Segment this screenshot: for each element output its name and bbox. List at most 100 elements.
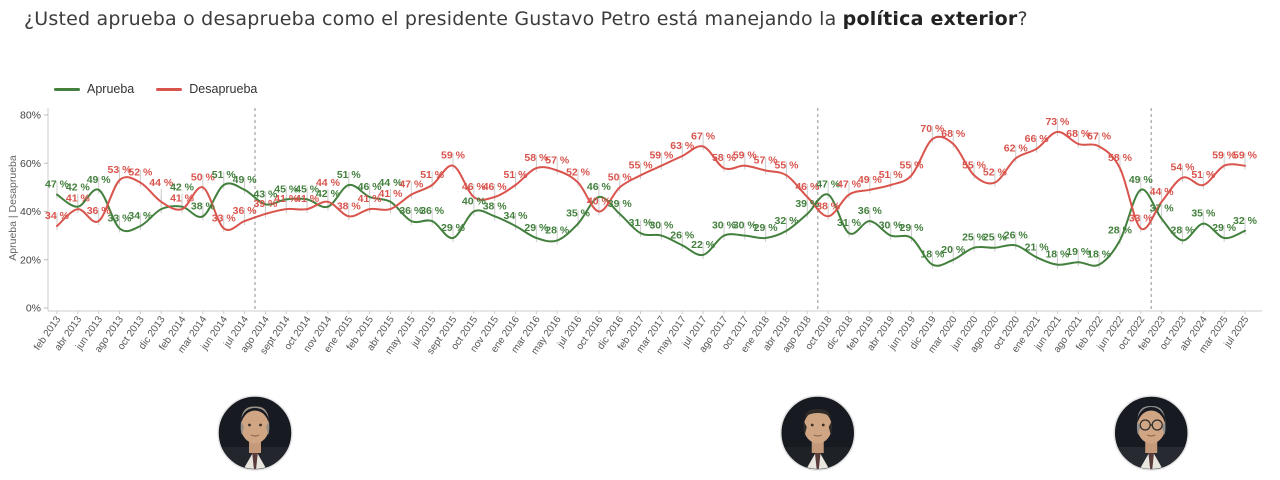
desaprueba-point-label: 57 % <box>754 154 779 166</box>
desaprueba-point-label: 50 % <box>608 171 633 183</box>
aprueba-point-label: 30 % <box>649 220 674 232</box>
desaprueba-point-label: 51 % <box>879 169 904 181</box>
aprueba-point-label: 28 % <box>545 224 570 236</box>
aprueba-point-label: 28 % <box>1108 224 1133 236</box>
aprueba-point-label: 34 % <box>504 210 529 222</box>
y-tick-label: 80% <box>20 110 41 122</box>
desaprueba-line-swatch <box>156 87 183 91</box>
aprueba-point-label: 35 % <box>566 208 591 220</box>
aprueba-point-label: 49 % <box>1129 174 1154 186</box>
aprueba-point-label: 47 % <box>45 179 70 191</box>
aprueba-point-label: 42 % <box>316 188 341 200</box>
desaprueba-point-label: 55 % <box>900 159 925 171</box>
desaprueba-point-label: 36 % <box>233 205 258 217</box>
desaprueba-point-label: 59 % <box>1233 150 1258 162</box>
aprueba-point-label: 38 % <box>483 200 508 212</box>
aprueba-point-label: 49 % <box>87 174 112 186</box>
desaprueba-point-label: 67 % <box>691 130 716 142</box>
desaprueba-point-label: 55 % <box>775 159 800 171</box>
aprueba-point-label: 37 % <box>1150 203 1175 215</box>
desaprueba-point-label: 58 % <box>1108 152 1133 164</box>
aprueba-point-label: 30 % <box>712 220 737 232</box>
desaprueba-point-label: 52 % <box>128 167 153 179</box>
aprueba-point-label: 47 % <box>816 179 841 191</box>
desaprueba-point-label: 38 % <box>337 200 362 212</box>
desaprueba-point-label: 53 % <box>108 164 133 176</box>
desaprueba-point-label: 44 % <box>1150 186 1175 198</box>
desaprueba-point-label: 47 % <box>399 179 424 191</box>
desaprueba-point-label: 44 % <box>149 177 174 189</box>
desaprueba-point-label: 68 % <box>941 128 966 140</box>
aprueba-point-label: 36 % <box>858 205 883 217</box>
desaprueba-point-label: 39 % <box>253 198 278 210</box>
desaprueba-point-label: 34 % <box>45 210 70 222</box>
desaprueba-point-label: 49 % <box>858 174 883 186</box>
president-photo-duque <box>779 395 856 471</box>
aprueba-point-label: 22 % <box>691 239 716 251</box>
aprueba-point-label: 18 % <box>1045 249 1070 261</box>
aprueba-point-label: 29 % <box>524 222 549 234</box>
desaprueba-point-label: 59 % <box>441 150 466 162</box>
y-tick-label: 20% <box>20 254 41 266</box>
desaprueba-point-label: 54 % <box>1171 162 1196 174</box>
desaprueba-point-label: 51 % <box>1191 169 1216 181</box>
aprueba-point-label: 30 % <box>879 220 904 232</box>
aprueba-point-label: 32 % <box>775 215 800 227</box>
aprueba-point-label: 51 % <box>212 169 237 181</box>
aprueba-point-label: 26 % <box>670 229 695 241</box>
aprueba-point-label: 35 % <box>1191 208 1216 220</box>
desaprueba-point-label: 59 % <box>733 150 758 162</box>
aprueba-point-label: 29 % <box>441 222 466 234</box>
aprueba-point-label: 44 % <box>379 177 404 189</box>
aprueba-point-label: 33 % <box>108 212 133 224</box>
aprueba-point-label: 36 % <box>399 205 424 217</box>
y-tick-label: 40% <box>20 206 41 218</box>
aprueba-point-label: 46 % <box>587 181 612 193</box>
desaprueba-point-label: 44 % <box>316 177 341 189</box>
aprueba-point-label: 51 % <box>337 169 362 181</box>
desaprueba-point-label: 66 % <box>1025 133 1050 145</box>
aprueba-point-label: 45 % <box>274 183 299 195</box>
y-tick-label: 60% <box>20 158 41 170</box>
desaprueba-point-label: 46 % <box>483 181 508 193</box>
chart-title-prefix: ¿Usted aprueba o desaprueba como el pres… <box>24 8 843 30</box>
desaprueba-point-label: 41 % <box>379 188 404 200</box>
desaprueba-point-label: 58 % <box>524 152 549 164</box>
aprueba-point-label: 46 % <box>358 181 383 193</box>
aprueba-point-label: 36 % <box>420 205 445 217</box>
aprueba-line <box>56 182 1246 267</box>
desaprueba-point-label: 38 % <box>816 200 841 212</box>
desaprueba-point-label: 51 % <box>420 169 445 181</box>
y-tick-label: 0% <box>26 303 41 315</box>
desaprueba-point-label: 47 % <box>837 179 862 191</box>
desaprueba-point-label: 67 % <box>1087 130 1112 142</box>
aprueba-point-label: 18 % <box>920 249 945 261</box>
aprueba-point-label: 30 % <box>733 220 758 232</box>
legend-label-aprueba: Aprueba <box>87 82 135 96</box>
legend-item-aprueba: Aprueba <box>54 82 134 96</box>
aprueba-point-label: 40 % <box>462 196 487 208</box>
desaprueba-point-label: 59 % <box>649 150 674 162</box>
desaprueba-point-label: 70 % <box>920 123 945 135</box>
desaprueba-point-label: 33 % <box>1129 212 1154 224</box>
desaprueba-point-label: 52 % <box>566 167 591 179</box>
aprueba-point-label: 42 % <box>170 182 195 194</box>
desaprueba-point-label: 55 % <box>629 159 654 171</box>
desaprueba-line <box>56 130 1246 231</box>
aprueba-point-label: 21 % <box>1025 241 1050 253</box>
aprueba-point-label: 38 % <box>191 200 216 212</box>
aprueba-line-swatch <box>54 87 80 91</box>
desaprueba-point-label: 58 % <box>712 152 737 164</box>
aprueba-point-label: 28 % <box>1171 224 1196 236</box>
legend-item-desaprueba: Desaprueba <box>156 82 257 96</box>
president-photo-santos <box>217 395 293 471</box>
legend-label-desaprueba: Desaprueba <box>189 82 258 96</box>
aprueba-point-label: 34 % <box>128 210 153 222</box>
desaprueba-point-label: 40 % <box>587 196 612 208</box>
desaprueba-point-label: 36 % <box>87 205 112 217</box>
aprueba-point-label: 45 % <box>295 183 320 195</box>
aprueba-point-label: 49 % <box>233 174 258 186</box>
aprueba-point-label: 31 % <box>629 217 654 229</box>
